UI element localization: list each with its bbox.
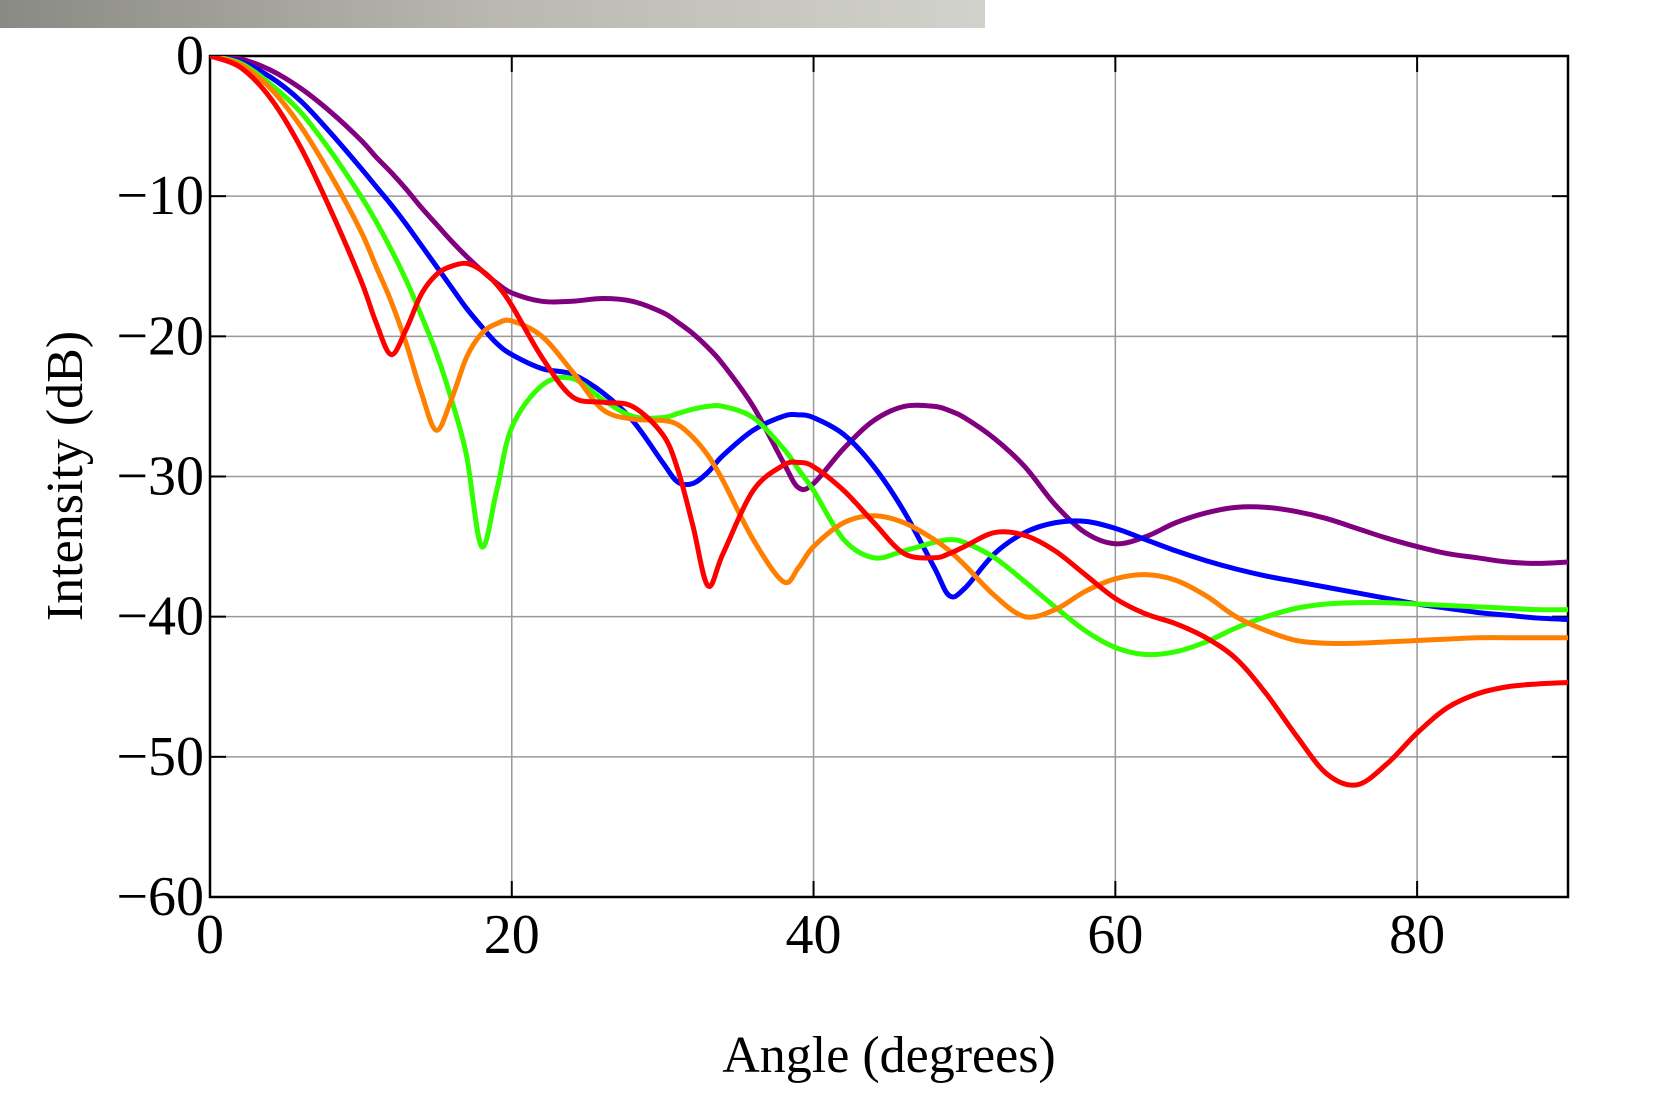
line-series <box>210 56 1568 622</box>
x-tick-label: 40 <box>786 904 842 966</box>
x-axis-label: Angle (degrees) <box>722 1027 1056 1084</box>
y-tick-label: −50 <box>116 726 204 788</box>
y-tick-label: −10 <box>116 165 204 227</box>
y-tick-label: −20 <box>116 305 204 367</box>
y-axis-label: Intensity (dB) <box>37 331 94 621</box>
x-tick-label: 0 <box>196 904 224 966</box>
line-series <box>210 56 1568 788</box>
plot-frame <box>208 54 1570 899</box>
y-tick-label: −30 <box>116 446 204 508</box>
photo-strip <box>0 0 985 28</box>
line-series <box>210 56 1568 647</box>
plot-area <box>210 56 1568 788</box>
x-tick-label: 20 <box>484 904 540 966</box>
line-series <box>210 56 1568 658</box>
y-tick-label: −60 <box>116 866 204 928</box>
line-series <box>210 56 1568 566</box>
y-tick-label: 0 <box>176 25 204 87</box>
x-tick-label: 80 <box>1389 904 1445 966</box>
y-tick-label: −40 <box>116 586 204 648</box>
x-tick-label: 60 <box>1087 904 1143 966</box>
